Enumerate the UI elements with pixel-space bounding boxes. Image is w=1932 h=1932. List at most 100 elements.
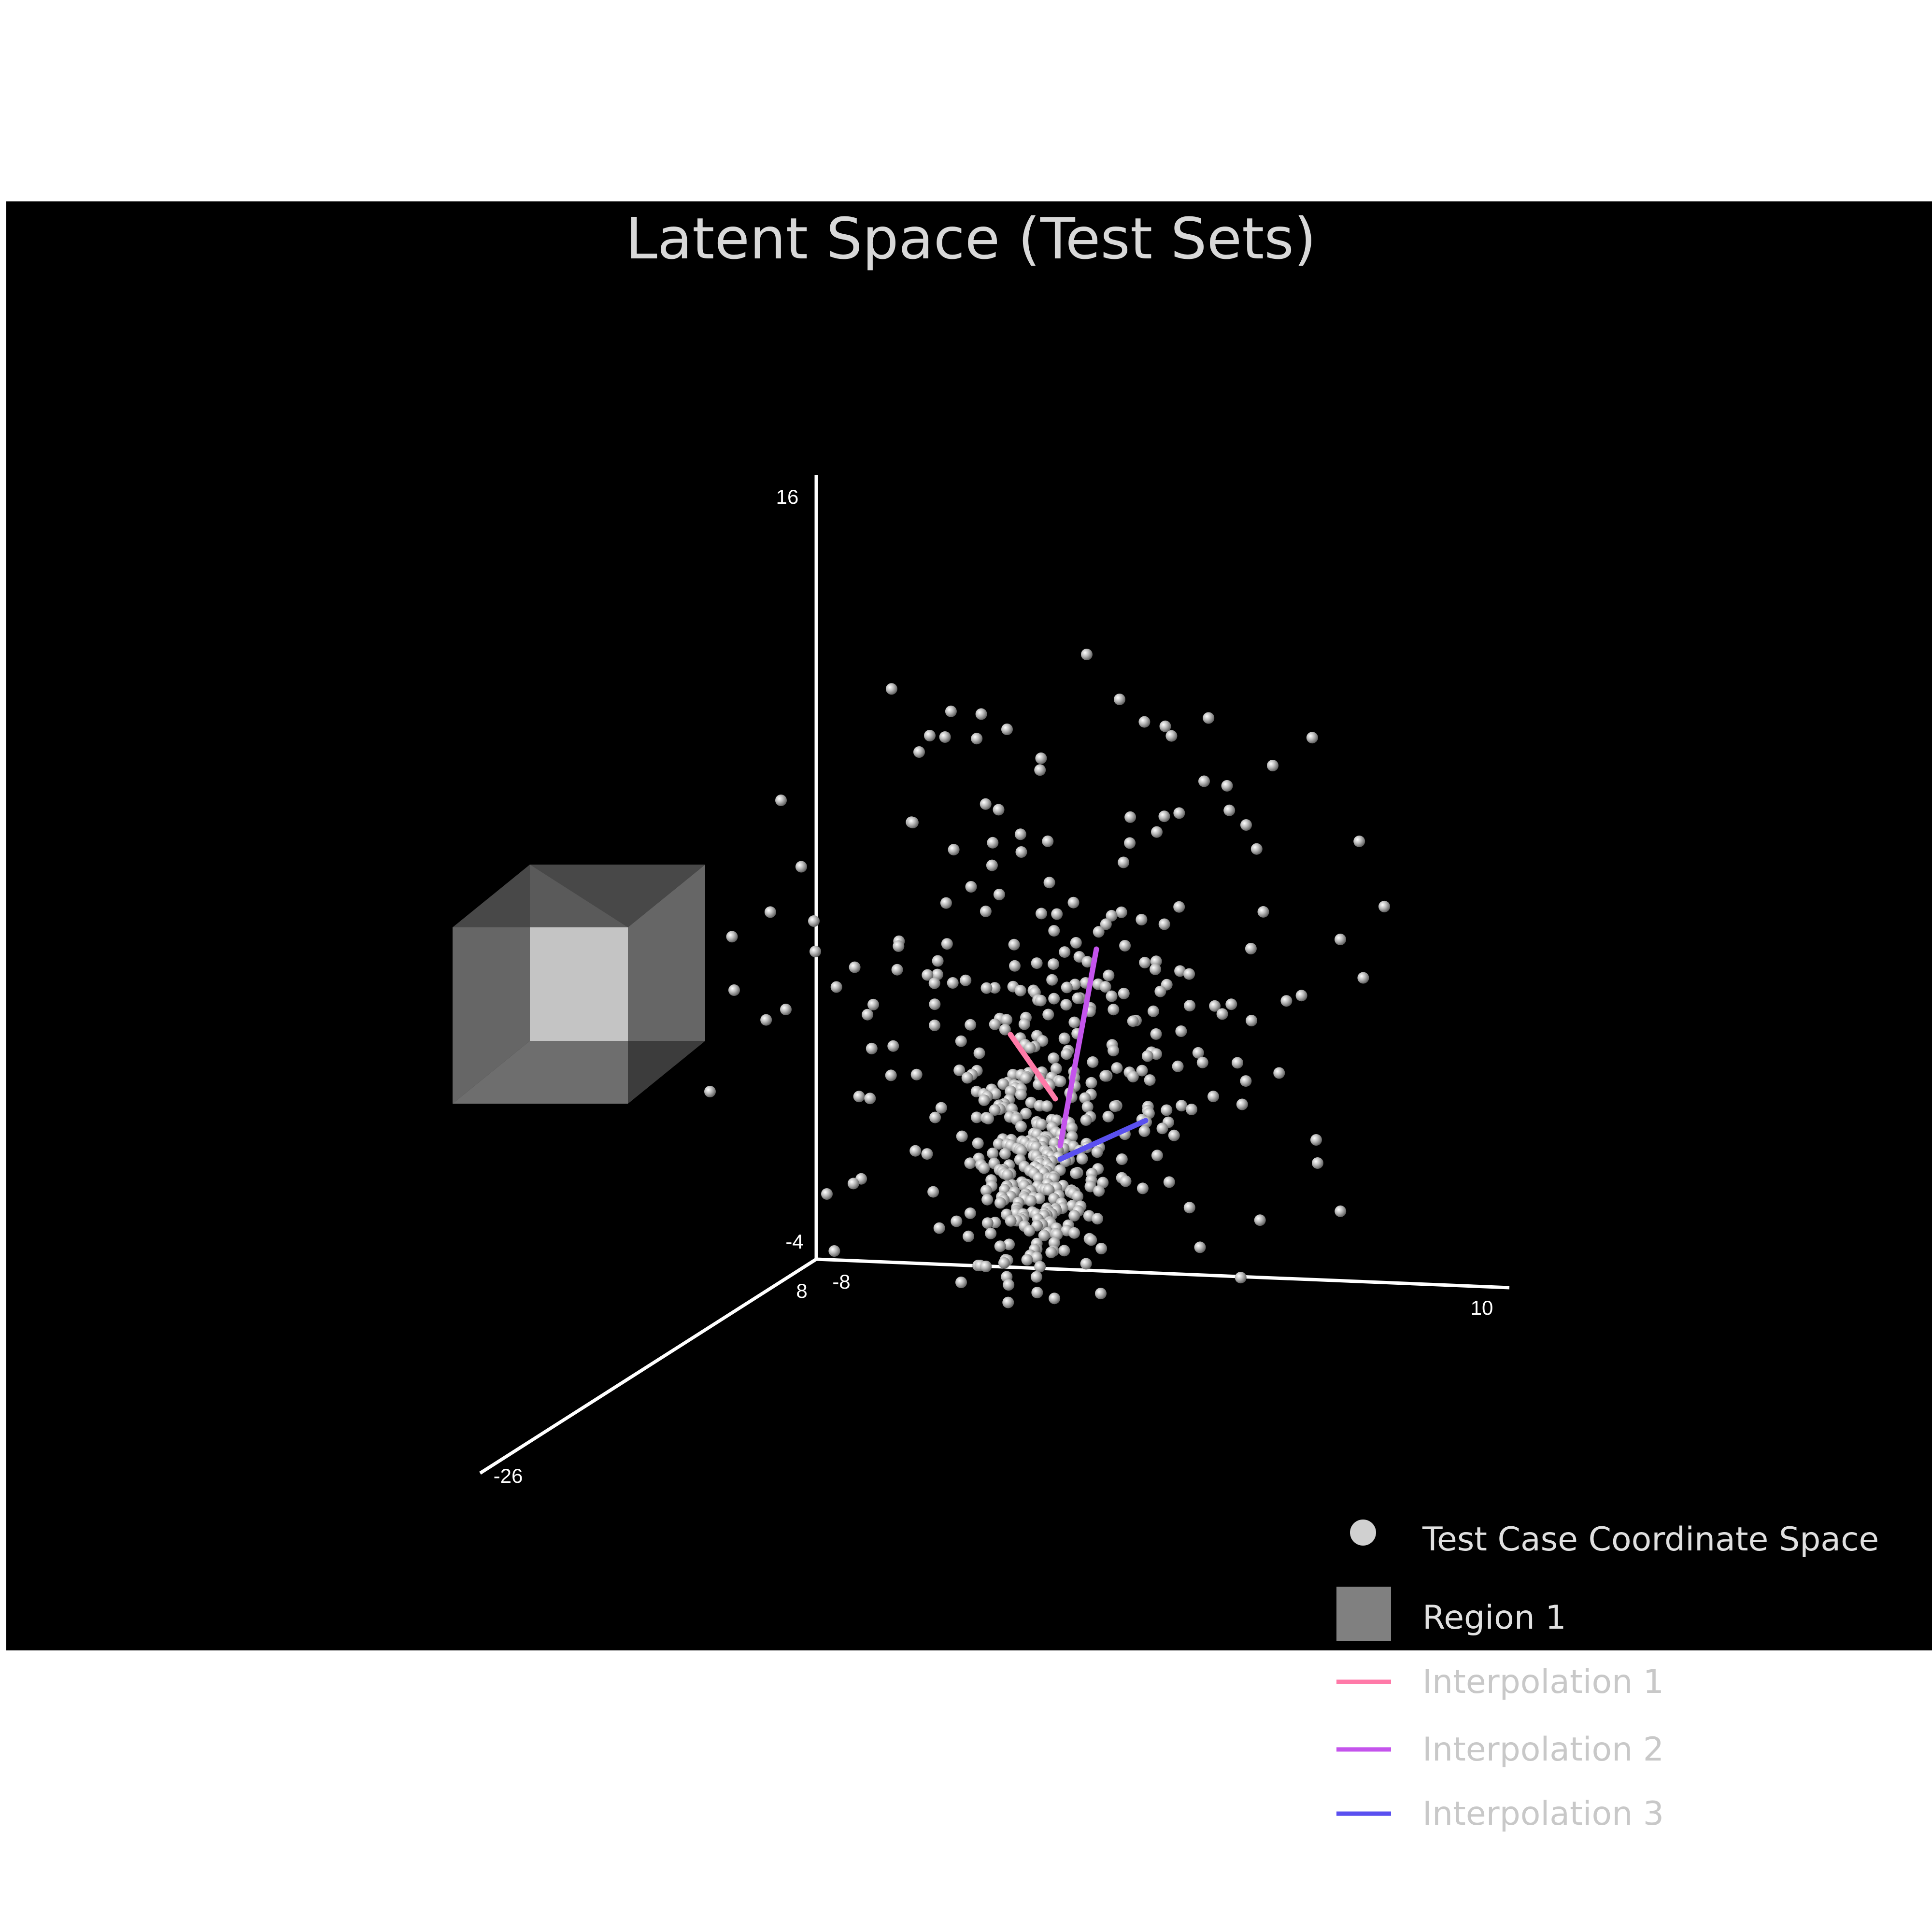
test-case-point xyxy=(981,1193,994,1206)
test-case-point xyxy=(847,1178,859,1190)
test-case-point xyxy=(1203,712,1215,724)
test-case-point xyxy=(963,1230,974,1242)
test-case-point xyxy=(1015,846,1027,858)
test-case-point xyxy=(1031,957,1043,969)
test-case-point xyxy=(1036,1118,1048,1130)
test-case-point xyxy=(1280,995,1293,1007)
test-case-point xyxy=(955,1277,967,1288)
test-case-point xyxy=(1072,1191,1083,1203)
test-case-point xyxy=(1114,694,1125,705)
test-case-point xyxy=(1050,1063,1062,1075)
x-tick-max: 10 xyxy=(1471,1296,1493,1319)
interpolation-lines xyxy=(1008,946,1149,1162)
test-case-points xyxy=(704,649,1390,1308)
test-case-point xyxy=(1043,877,1055,889)
test-case-point xyxy=(1018,1018,1030,1030)
test-case-point xyxy=(1127,1071,1139,1083)
test-case-point xyxy=(1093,1185,1105,1197)
test-case-point xyxy=(1035,752,1047,764)
test-case-point xyxy=(989,1018,1001,1030)
test-case-point xyxy=(1216,1008,1228,1020)
test-case-point xyxy=(1092,1213,1104,1225)
test-case-point xyxy=(993,804,1005,816)
test-case-point xyxy=(1014,984,1026,996)
x-axis-line xyxy=(816,1257,1510,1290)
test-case-point xyxy=(994,1197,1006,1209)
test-case-point xyxy=(1136,1182,1149,1194)
test-case-point xyxy=(887,1040,899,1052)
test-case-point xyxy=(994,1240,1006,1252)
test-case-point xyxy=(931,968,943,980)
test-case-point xyxy=(1124,837,1136,849)
test-case-point xyxy=(948,844,960,856)
test-case-point xyxy=(1041,1100,1053,1112)
test-case-point xyxy=(1111,1062,1123,1074)
test-case-point xyxy=(1221,780,1233,792)
test-case-point xyxy=(1072,992,1084,1004)
test-case-point xyxy=(1102,1110,1114,1122)
test-case-point xyxy=(1176,1100,1188,1112)
test-case-point xyxy=(810,946,821,957)
test-case-point xyxy=(989,1104,1001,1116)
test-case-point xyxy=(1175,1025,1187,1037)
test-case-point xyxy=(924,730,936,741)
interpolation-3-line xyxy=(1057,1118,1149,1162)
y-tick-max: -26 xyxy=(494,1464,523,1487)
test-case-point xyxy=(1246,1015,1258,1026)
test-case-point xyxy=(1168,1129,1180,1141)
test-case-point xyxy=(1061,981,1073,994)
test-case-point xyxy=(1378,900,1390,912)
legend-item-region-1[interactable]: Region 1 xyxy=(1336,1587,1566,1641)
test-case-point xyxy=(972,1137,984,1150)
test-case-point xyxy=(1267,760,1279,771)
test-case-point xyxy=(1192,1047,1204,1059)
test-case-point xyxy=(1067,896,1080,909)
test-case-point xyxy=(1163,1176,1175,1188)
test-case-point xyxy=(1225,998,1237,1010)
test-case-point xyxy=(933,1222,945,1234)
test-case-point xyxy=(893,940,905,952)
legend-item-interpolation-3[interactable]: Interpolation 3 xyxy=(1336,1795,1664,1833)
test-case-point xyxy=(1034,764,1046,776)
test-case-point xyxy=(1081,649,1093,660)
test-case-point xyxy=(1003,1238,1015,1250)
interpolation-1-line xyxy=(1008,1032,1058,1102)
test-case-point xyxy=(821,1188,833,1200)
test-case-point xyxy=(1208,1091,1219,1103)
test-case-point xyxy=(1158,810,1170,823)
legend-sphere-icon xyxy=(1350,1520,1376,1546)
test-case-point xyxy=(1080,1114,1092,1126)
test-case-point xyxy=(830,981,842,993)
test-case-point xyxy=(973,1047,985,1059)
test-case-point xyxy=(1038,1229,1050,1241)
z-tick-max: 16 xyxy=(776,485,799,508)
test-case-point xyxy=(764,906,776,918)
legend-label-region-1: Region 1 xyxy=(1422,1599,1566,1637)
test-case-point xyxy=(985,1227,997,1239)
test-case-point xyxy=(1001,724,1013,735)
test-case-point xyxy=(795,861,807,873)
test-case-point xyxy=(1144,1074,1156,1086)
test-case-point xyxy=(885,683,897,695)
x-tick-min: -8 xyxy=(832,1270,850,1293)
test-case-point xyxy=(1005,1215,1017,1227)
legend-item-interpolation-2[interactable]: Interpolation 2 xyxy=(1336,1731,1664,1769)
test-case-point xyxy=(1240,819,1252,831)
legend-item-test-case[interactable]: Test Case Coordinate Space xyxy=(1350,1520,1879,1559)
test-case-point xyxy=(1151,826,1163,838)
test-case-point xyxy=(932,955,944,967)
test-case-point xyxy=(1068,1209,1080,1222)
test-case-point xyxy=(849,961,861,973)
legend-item-interpolation-1[interactable]: Interpolation 1 xyxy=(1336,1663,1664,1701)
test-case-point xyxy=(1335,934,1346,945)
test-case-point xyxy=(945,705,957,717)
test-case-point xyxy=(989,982,1001,994)
test-case-point xyxy=(1335,1205,1347,1217)
region-1-cube[interactable] xyxy=(453,865,705,1104)
test-case-point xyxy=(1154,985,1166,997)
test-case-point xyxy=(941,938,953,950)
test-case-point xyxy=(951,1215,963,1227)
test-case-point xyxy=(1002,1169,1013,1181)
test-case-point xyxy=(987,837,999,849)
test-case-point xyxy=(999,1148,1011,1160)
